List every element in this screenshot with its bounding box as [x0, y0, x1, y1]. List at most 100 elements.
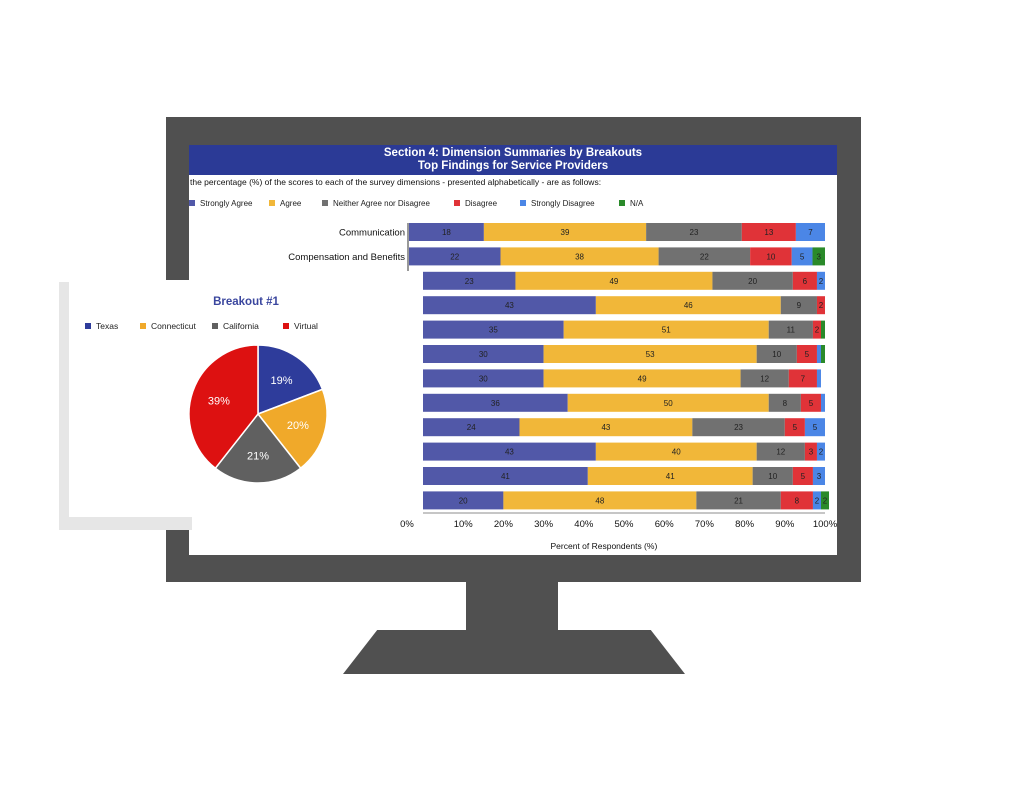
bar-segment-strongly-agree	[423, 320, 564, 339]
pie-chart: 19% 20% 21% 39%	[188, 344, 328, 484]
monitor-neck	[466, 582, 558, 630]
bar-segment-agree	[483, 223, 647, 241]
bar-value-label: 13	[764, 228, 773, 237]
x-tick-label: 80%	[735, 519, 755, 530]
bar-segment-neither-agree-nor-disagree	[768, 320, 813, 339]
bar-value-label: 12	[776, 448, 785, 457]
bar-segment-neither-agree-nor-disagree	[692, 418, 785, 437]
bar-segment-agree	[519, 418, 693, 437]
bar-segment-strongly-agree	[423, 418, 520, 437]
x-tick-label: 70%	[695, 519, 715, 530]
bar-value-label: 30	[479, 350, 488, 359]
bar-value-label: 43	[505, 301, 514, 310]
pie-slice-label: 19%	[270, 375, 292, 387]
bar-segment-strongly-disagree	[791, 247, 813, 266]
bar-value-label: 41	[501, 472, 510, 481]
x-axis-title: Percent of Respondents (%)	[551, 541, 658, 551]
bar-value-label: 10	[772, 350, 781, 359]
bar-segment-disagree	[741, 223, 796, 241]
bar-value-label: 12	[760, 374, 769, 383]
pie-legend-label: Connecticut	[151, 321, 196, 331]
x-tick-label: 50%	[614, 519, 634, 530]
bar-segment-strongly-agree	[423, 393, 568, 412]
bar-value-label: 3	[809, 448, 814, 457]
bar-segment-disagree	[800, 393, 821, 412]
bar-legend-label: Strongly Disagree	[531, 199, 595, 208]
bar-segment-agree	[515, 271, 713, 290]
bar-value-label: 49	[609, 277, 618, 286]
pie-title: Breakout #1	[213, 296, 279, 308]
bar-value-label: 22	[450, 252, 459, 261]
bar-legend-swatch	[269, 200, 275, 206]
bar-segment-neither-agree-nor-disagree	[780, 296, 817, 315]
bar-value-label: 23	[465, 277, 474, 286]
pie-legend-item-texas: Texas	[85, 321, 118, 331]
bar-segment-strongly-agree	[423, 369, 544, 388]
row-label: Communication	[339, 228, 405, 239]
bar-segment-strongly-agree	[423, 491, 504, 510]
bar-value-label: 11	[787, 326, 796, 335]
pie-legend-swatch	[212, 323, 218, 329]
bar-legend-item-strongly-agree: Strongly Agree	[189, 199, 252, 208]
bar-value-label: 30	[479, 374, 488, 383]
x-tick-label: 40%	[574, 519, 594, 530]
pie-legend-swatch	[283, 323, 289, 329]
bar-value-label: 5	[805, 350, 810, 359]
bar-value-label: 23	[734, 423, 743, 432]
bar-segment-n-a	[820, 320, 825, 339]
bar-segment-neither-agree-nor-disagree	[646, 223, 742, 241]
bar-legend-swatch	[322, 200, 328, 206]
bar-value-label: 50	[664, 399, 673, 408]
bar-segment-strongly-agree	[423, 345, 544, 363]
bar-value-label: 5	[800, 252, 805, 261]
bar-legend-item-agree: Agree	[269, 199, 301, 208]
bar-legend-label: Disagree	[465, 199, 498, 208]
intro-text: the percentage (%) of the scores to each…	[190, 177, 602, 187]
bar-segment-strongly-agree	[423, 296, 596, 315]
bar-value-label: 10	[766, 252, 775, 261]
bar-segment-strongly-disagree	[816, 345, 821, 363]
bar-segment-strongly-disagree	[816, 442, 825, 461]
pie-slice-california	[214, 412, 302, 484]
bar-segment-disagree	[804, 442, 817, 461]
bar-segment-neither-agree-nor-disagree	[712, 271, 793, 290]
bar-legend-swatch	[454, 200, 460, 206]
bar-value-label: 36	[491, 399, 500, 408]
bar-value-label: 22	[700, 252, 709, 261]
x-tick-label: 0%	[400, 519, 414, 530]
bar-value-label: 40	[672, 448, 681, 457]
bar-value-label: 8	[783, 399, 788, 408]
bar-segment-strongly-disagree	[804, 418, 825, 437]
bar-segment-disagree	[792, 467, 813, 485]
bar-value-label: 51	[662, 326, 671, 335]
report-header: Section 4: Dimension Summaries by Breako…	[189, 145, 837, 175]
bar-value-label: 5	[809, 399, 814, 408]
bar-segment-agree	[587, 467, 753, 485]
report-title: Section 4: Dimension Summaries by Breako…	[383, 147, 643, 159]
bar-segment-strongly-disagree	[816, 271, 825, 290]
bar-legend-swatch	[619, 200, 625, 206]
bar-value-label: 2	[819, 448, 824, 457]
bar-value-label: 20	[748, 277, 757, 286]
pie-slice-label: 39%	[208, 395, 230, 407]
bar-segment-neither-agree-nor-disagree	[756, 442, 805, 461]
bar-segment-agree	[595, 442, 757, 461]
pie-slice-label: 21%	[247, 450, 269, 462]
bar-segment-agree	[595, 296, 781, 315]
bar-segment-neither-agree-nor-disagree	[740, 369, 789, 388]
report-subtitle: Top Findings for Service Providers	[417, 160, 609, 172]
bar-value-label: 35	[489, 326, 498, 335]
x-tick-label: 90%	[775, 519, 795, 530]
bar-value-label: 43	[505, 448, 514, 457]
bar-value-label: 3	[817, 252, 822, 261]
pie-panel: Breakout #1 Texas Connecticut California Vi…	[69, 280, 423, 517]
bar-segment-strongly-agree	[423, 271, 516, 290]
bar-value-label: 43	[601, 423, 610, 432]
bar-legend-swatch	[189, 200, 195, 206]
bar-legend-item-disagree: Disagree	[454, 199, 497, 208]
pie-slice-texas	[257, 344, 324, 416]
bar-value-label: 21	[734, 496, 743, 505]
bar-value-label: 8	[795, 496, 800, 505]
bar-segment-neither-agree-nor-disagree	[756, 345, 797, 363]
bar-value-label: 23	[690, 228, 699, 237]
